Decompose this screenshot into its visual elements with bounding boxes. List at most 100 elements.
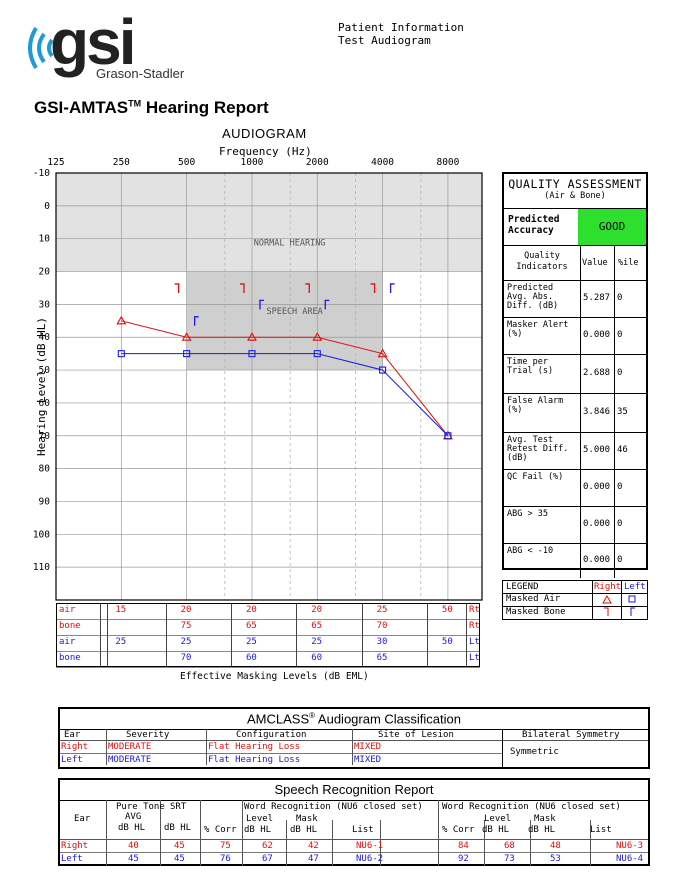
qa-header: QUALITY ASSESSMENT (Air & Bone) [504, 174, 646, 209]
amclass-right: Flat Hearing Loss [208, 742, 301, 752]
qa-predicted-label: Predicted Accuracy [508, 214, 560, 236]
qa-row-value: 3.846 [583, 407, 611, 417]
y-tick-label: 20 [39, 267, 51, 278]
legend: LEGEND Right Left Masked Air Masked Bone [502, 580, 648, 620]
qa-row-label: False Alarm (%) [507, 396, 564, 415]
speech-header-level: Level [484, 814, 512, 824]
legend-right: Right [594, 582, 622, 592]
x-tick-label: 2000 [306, 157, 329, 168]
masking-value: 20 [180, 605, 192, 615]
x-tick-label: 125 [47, 157, 64, 168]
legend-left: Left [624, 582, 646, 592]
qa-divider [580, 470, 581, 506]
y-tick-label: 40 [39, 332, 51, 343]
qa-row: Time per Trial (s) 2.688 0 [504, 355, 646, 394]
y-tick-label: 80 [39, 464, 51, 475]
masking-ear: Lt [469, 653, 480, 663]
amclass-header: Ear [64, 730, 81, 740]
square-icon [628, 595, 636, 603]
speech-right-value: 75 [220, 841, 231, 851]
speech-header-level: dB HL [482, 825, 510, 835]
x-tick-label: 4000 [371, 157, 394, 168]
qa-row-value: 5.000 [583, 445, 611, 455]
left-bone-marker [259, 299, 264, 310]
qa-row-label: ABG < -10 [507, 546, 554, 556]
qa-row: ABG < -10 0.000 0 [504, 544, 646, 578]
y-tick-label: 70 [39, 431, 51, 442]
amclass-left: MIXED [354, 755, 382, 765]
masking-value: 25 [311, 637, 323, 647]
masking-row-label: bone [59, 653, 81, 663]
amclass-classification: AMCLASS® Audiogram Classification Ear Sev… [58, 707, 650, 769]
qa-row-value: 0.000 [583, 482, 611, 492]
qa-divider [580, 433, 581, 469]
masking-row: air 15 20 20 20 25 50 Rt [56, 603, 480, 620]
masking-value: 65 [311, 621, 323, 631]
speech-header-mask: Mask [296, 814, 318, 824]
masking-row-label: bone [59, 621, 81, 631]
masking-value: 30 [376, 637, 388, 647]
masking-value: 25 [180, 637, 192, 647]
legend-symbols [602, 594, 636, 616]
speech-right-value: NU6-1 [356, 841, 384, 851]
right-air-marker [247, 332, 257, 341]
qa-divider [580, 507, 581, 543]
bracket-left-icon [630, 607, 635, 616]
qa-divider [580, 281, 581, 317]
left-air-marker [248, 350, 256, 358]
masking-row: air 25 25 25 25 30 50 Lt [56, 635, 480, 652]
qa-divider [614, 318, 615, 354]
qa-row: Predicted Avg. Abs. Diff. (dB) 5.287 0 [504, 281, 646, 318]
qa-row-pct: 46 [617, 445, 628, 455]
masking-levels-label: Effective Masking Levels (dB EML) [180, 671, 369, 682]
speech-header-level: Level [246, 814, 274, 824]
qa-row: Avg. Test Retest Diff. (dB) 5.000 46 [504, 433, 646, 470]
left-air-marker [183, 350, 191, 358]
quality-assessment-panel: QUALITY ASSESSMENT (Air & Bone) Predicte… [502, 172, 648, 578]
speech-header-mask: dB HL [528, 825, 556, 835]
qa-row-label: Predicted Avg. Abs. Diff. (dB) [507, 283, 559, 311]
masking-row-label: air [59, 605, 76, 615]
patient-info-line1: Patient Information [338, 21, 464, 34]
audiogram-title: AUDIOGRAM [222, 126, 307, 141]
right-air-marker [181, 332, 192, 341]
speech-left-value: 67 [262, 854, 273, 864]
qa-row-value: 5.287 [583, 293, 611, 303]
left-air-marker [444, 432, 452, 440]
left-bone-marker [389, 283, 395, 293]
plot-frame [55, 172, 483, 601]
qa-row: ABG > 35 0.000 0 [504, 507, 646, 544]
report-title: GSI-AMTASTM Hearing Report [34, 98, 269, 118]
amclass-title-main: AMCLASS [246, 711, 310, 727]
left-air-marker [379, 366, 387, 374]
masking-row: bone 70 60 60 65 Lt [56, 651, 480, 668]
sound-waves-icon [28, 26, 54, 70]
amclass-title-rest: Audiogram Classification [315, 711, 461, 727]
speech-right-value: Right [61, 841, 89, 851]
qa-divider [580, 394, 581, 432]
speech-recognition-report: Speech Recognition Report Ear Pure Tone AV… [58, 778, 650, 866]
speech-right-value: 42 [308, 841, 319, 851]
trademark: TM [128, 98, 142, 109]
qa-row-pct: 0 [617, 482, 623, 492]
masking-value: 75 [180, 621, 192, 631]
right-bone-marker [239, 283, 245, 293]
y-tick-label: 10 [39, 234, 51, 245]
speech-header-list: List [590, 825, 612, 835]
amclass-header: Site of Lesion [378, 730, 454, 740]
amclass-left: Flat Hearing Loss [208, 755, 301, 765]
report-title-main: GSI-AMTAS [34, 98, 129, 117]
report-title-rest: Hearing Report [141, 98, 269, 117]
right-air-marker [312, 332, 323, 341]
masking-row-label: air [59, 637, 76, 647]
masking-row: bone 75 65 65 70 Rt [56, 619, 480, 636]
qa-predicted-row: Predicted Accuracy GOOD [504, 209, 646, 246]
speech-right-value: 45 [174, 841, 185, 851]
speech-header-level: dB HL [244, 825, 272, 835]
x-tick-label: 250 [113, 157, 130, 168]
amclass-header: Bilateral Symmetry [522, 730, 620, 740]
triangle-icon [602, 594, 612, 604]
qa-col-indicators: Quality Indicators [516, 251, 568, 272]
speech-header-corr: % Corr [442, 825, 475, 835]
speech-header-wr: Word Recognition (NU6 closed set) [244, 802, 423, 812]
